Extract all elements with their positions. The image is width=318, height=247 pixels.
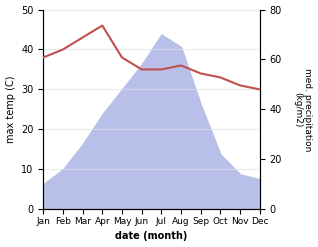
Y-axis label: max temp (C): max temp (C): [5, 76, 16, 143]
X-axis label: date (month): date (month): [115, 231, 188, 242]
Y-axis label: med. precipitation
(kg/m2): med. precipitation (kg/m2): [293, 68, 313, 151]
